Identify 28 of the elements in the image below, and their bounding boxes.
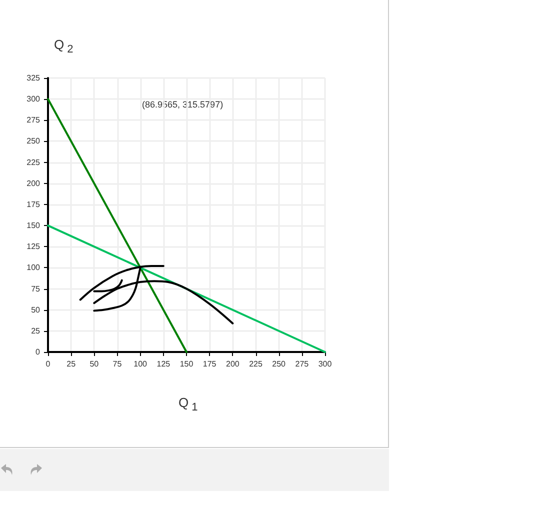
x-tick-label: 75 <box>112 360 122 368</box>
y-tick-label: 150 <box>26 221 41 230</box>
x-tick-label: 50 <box>90 360 100 368</box>
x-tick-label: 250 <box>272 360 286 368</box>
x-tick-label: 150 <box>180 360 194 368</box>
y-tick-label: 25 <box>31 326 41 336</box>
x-tick-label: 175 <box>202 360 217 368</box>
x-tick-label: 200 <box>226 360 240 368</box>
y-tick-label: 0 <box>36 348 41 356</box>
y-tick-label: 175 <box>26 200 41 209</box>
y-tick-label: 325 <box>26 74 41 82</box>
x-tick-label: 100 <box>134 360 148 368</box>
y-tick-label: 50 <box>31 305 41 314</box>
y-tick-label: 275 <box>26 116 41 125</box>
annotation: (86.9565, 315.5797) <box>142 100 224 110</box>
y-tick-label: 200 <box>26 178 41 188</box>
y-tick-label: 100 <box>26 263 41 272</box>
x-tick-label: 300 <box>318 360 332 368</box>
x-tick-label: 25 <box>66 360 76 368</box>
x-tick-label: 0 <box>46 360 51 368</box>
y-tick-label: 125 <box>26 242 41 252</box>
y-tick-label: 300 <box>26 94 41 104</box>
y-tick-label: 75 <box>31 284 41 294</box>
y-tick-label: 250 <box>26 136 41 146</box>
y-tick-label: 225 <box>26 158 41 167</box>
x-tick-label: 125 <box>156 360 171 368</box>
x-tick-label: 225 <box>249 360 263 368</box>
x-tick-label: 275 <box>295 360 310 368</box>
